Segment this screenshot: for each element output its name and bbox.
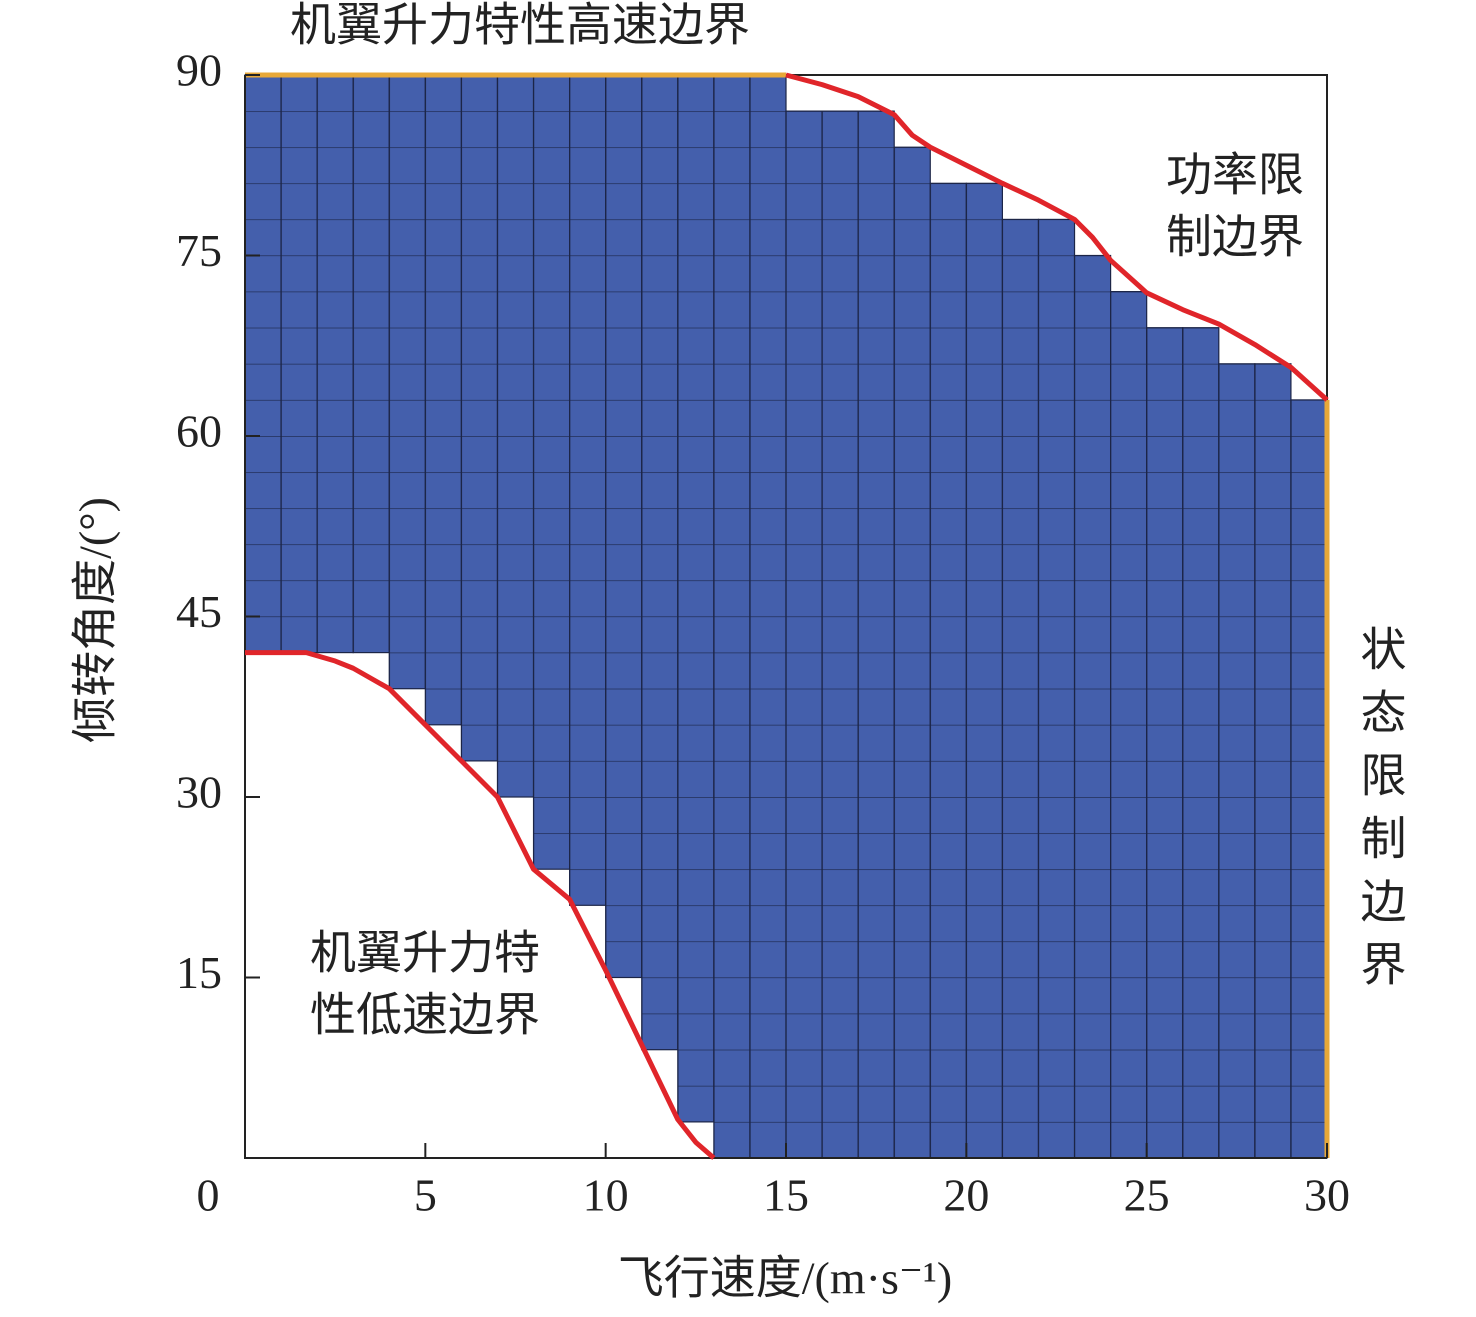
annotation: 性低速边界 — [310, 990, 540, 1041]
feasible-column — [713, 74, 751, 1159]
feasible-column — [1146, 327, 1184, 1159]
annotation: 制边界 — [1166, 212, 1304, 263]
x-tick-label: 0 — [197, 1170, 220, 1221]
feasible-column — [857, 110, 895, 1159]
annotation: 机翼升力特 — [310, 928, 540, 979]
feasible-column — [388, 74, 426, 690]
feasible-column — [496, 74, 535, 798]
feasible-column — [244, 74, 282, 654]
y-tick-label: 15 — [176, 947, 222, 998]
feasible-column — [1109, 291, 1148, 1159]
feasible-column — [605, 74, 643, 979]
feasible-column — [280, 74, 318, 654]
x-tick-label: 25 — [1124, 1170, 1170, 1221]
feasible-column — [1182, 327, 1220, 1159]
feasible-column — [677, 74, 715, 1123]
annotation: 机翼升力特性高速边界 — [290, 0, 750, 51]
feasible-column — [316, 74, 354, 654]
x-tick-label: 30 — [1304, 1170, 1350, 1221]
x-tick-label: 5 — [414, 1170, 437, 1221]
feasible-column — [1001, 218, 1040, 1159]
y-tick-label: 75 — [176, 225, 222, 276]
y-tick-label: 30 — [176, 767, 222, 818]
feasible-column — [1290, 399, 1328, 1159]
boundary-curve — [245, 650, 716, 1160]
boundary-curve — [785, 72, 1329, 402]
feasible-column — [460, 74, 499, 762]
feasible-column — [1254, 363, 1292, 1159]
x-axis-label: 飞行速度/(m·s⁻¹) — [618, 1253, 953, 1304]
annotation: 状态限制边界 — [1354, 625, 1405, 1003]
annotation: 功率限 — [1166, 150, 1304, 201]
feasible-column — [641, 74, 679, 1051]
feasible-column — [785, 110, 823, 1159]
feasible-column — [893, 146, 931, 1159]
feasible-column — [568, 74, 607, 906]
x-tick-label: 15 — [763, 1170, 809, 1221]
x-tick-label: 20 — [943, 1170, 989, 1221]
x-tick-label: 10 — [583, 1170, 629, 1221]
feasible-column — [532, 74, 571, 870]
feasible-column — [821, 110, 859, 1159]
y-axis-label: 倾转角度/(°) — [70, 497, 121, 743]
feasible-column — [929, 182, 967, 1159]
feasible-column — [965, 182, 1003, 1159]
feasible-column — [352, 74, 390, 654]
feasible-column — [749, 74, 787, 1159]
axes-frame — [786, 74, 1328, 400]
feasible-column — [1073, 254, 1112, 1159]
feasible-column — [424, 74, 463, 726]
feasible-column — [1037, 218, 1076, 1159]
y-tick-label: 90 — [176, 45, 222, 96]
y-tick-label: 45 — [176, 586, 222, 637]
y-tick-label: 60 — [176, 406, 222, 457]
feasible-column — [1218, 363, 1256, 1159]
